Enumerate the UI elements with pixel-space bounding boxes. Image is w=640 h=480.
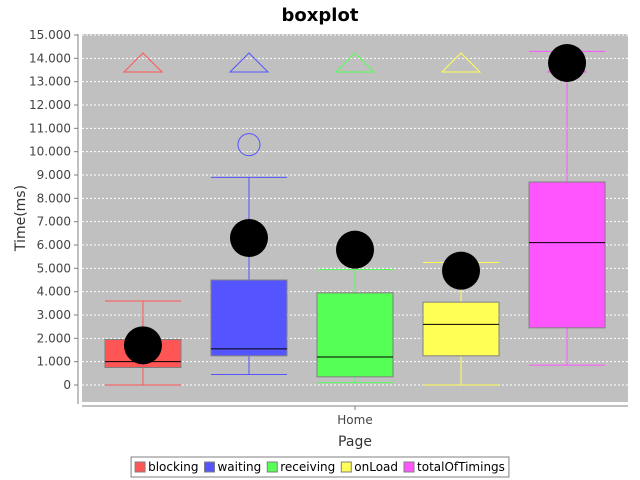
legend-label: waiting (217, 460, 261, 474)
far-outlier-marker (440, 52, 482, 73)
box-body (528, 181, 606, 329)
box-receiving (316, 52, 394, 384)
mean-point (229, 219, 268, 257)
x-axis-title: Page (338, 434, 372, 450)
x-tick-label: Home (337, 413, 372, 427)
box-body (316, 292, 394, 378)
legend-label: onLoad (354, 460, 398, 474)
legend-swatch (134, 461, 146, 473)
legend: blocking waiting receiving onLoad totalOfTim… (130, 456, 510, 478)
y-tick-label: 8.000 (37, 191, 71, 205)
box-totalOfTimings (528, 44, 606, 366)
mean-point (442, 251, 481, 290)
y-axis-title: Time(ms) (13, 185, 29, 252)
y-tick-label: 1.000 (37, 355, 71, 369)
mean-point (336, 230, 374, 269)
box-onLoad (422, 52, 500, 386)
far-outlier-marker (228, 52, 270, 73)
legend-label: blocking (148, 460, 198, 474)
y-tick-label: 7.000 (37, 215, 71, 229)
box-blocking (104, 52, 182, 386)
far-outlier-marker (334, 52, 376, 73)
legend-label: totalOfTimings (417, 460, 505, 474)
chart-title: boxplot (282, 5, 359, 26)
box-series (104, 44, 606, 386)
legend-swatch (403, 461, 415, 473)
y-tick-label: 0 (63, 378, 71, 392)
mean-point (123, 326, 162, 365)
y-tick-label: 5.000 (37, 261, 71, 275)
box-waiting (210, 52, 288, 375)
y-tick-label: 4.000 (37, 285, 71, 299)
y-tick-label: 12.000 (29, 98, 71, 112)
y-tick-label: 9.000 (37, 168, 71, 182)
box-body (422, 301, 500, 357)
y-tick-label: 14.000 (29, 51, 71, 65)
y-tick-label: 11.000 (29, 121, 71, 135)
y-tick-label: 10.000 (29, 145, 71, 159)
y-axis-ticks: 0 1.000 2.000 3.000 4.000 5.000 6.000 7.000 8.00… (29, 28, 78, 392)
legend-swatch (203, 461, 215, 473)
legend-label: receiving (280, 460, 335, 474)
y-tick-label: 3.000 (37, 308, 71, 322)
mean-point (548, 44, 587, 82)
legend-swatch (266, 461, 278, 473)
legend-swatch (340, 461, 352, 473)
outlier-point (237, 133, 261, 157)
box-body (210, 279, 288, 357)
y-tick-label: 15.000 (29, 28, 71, 42)
far-outlier-marker (122, 52, 164, 73)
y-tick-label: 6.000 (37, 238, 71, 252)
y-tick-label: 2.000 (37, 331, 71, 345)
y-tick-label: 13.000 (29, 75, 71, 89)
